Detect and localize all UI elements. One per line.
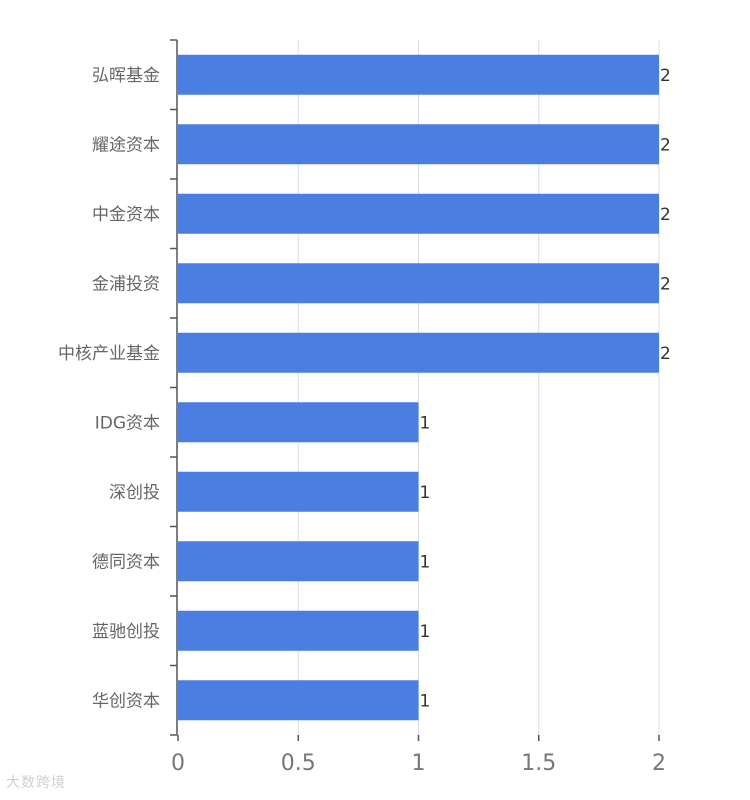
category-label: 深创投: [109, 483, 160, 503]
category-label: IDG资本: [95, 413, 160, 433]
bar-value-label: 2: [660, 135, 671, 155]
bar-value-label: 2: [660, 274, 671, 294]
x-axis: 0 0.5 1 1.5 2: [171, 735, 666, 776]
bar-value-label: 1: [420, 413, 431, 433]
bar-value-label: 2: [660, 205, 671, 225]
bar: [178, 610, 419, 651]
bar-value-label: 2: [660, 344, 671, 364]
bar-value-label: 1: [420, 622, 431, 642]
bar-value-label: 1: [420, 552, 431, 572]
bar: [178, 124, 659, 165]
category-label: 弘晖基金: [92, 66, 160, 86]
x-tick-label: 0.5: [281, 751, 316, 776]
bar: [178, 193, 659, 234]
bar: [178, 332, 659, 373]
category-label: 蓝驰创投: [92, 622, 160, 642]
category-label: 德同资本: [92, 552, 160, 572]
x-tick-label: 1.5: [521, 751, 556, 776]
x-tick-label: 0: [171, 751, 185, 776]
watermark: 大数跨境: [6, 775, 66, 791]
bar: [178, 263, 659, 304]
category-label: 耀途资本: [92, 135, 160, 155]
bar: [178, 402, 419, 443]
bar: [178, 541, 419, 582]
category-label: 华创资本: [92, 691, 160, 711]
bar-value-label: 2: [660, 66, 671, 86]
bar: [178, 471, 419, 512]
x-tick-label: 1: [412, 751, 426, 776]
bar: [178, 680, 419, 721]
category-label: 金浦投资: [92, 274, 160, 294]
bar-value-label: 1: [420, 691, 431, 711]
bar: [178, 54, 659, 95]
bars: 2 2 2 2 2 1 1 1 1 1: [178, 54, 671, 721]
category-label: 中金资本: [92, 205, 160, 225]
x-tick-label: 2: [652, 751, 666, 776]
bar-value-label: 1: [420, 483, 431, 503]
category-label: 中核产业基金: [58, 344, 160, 364]
